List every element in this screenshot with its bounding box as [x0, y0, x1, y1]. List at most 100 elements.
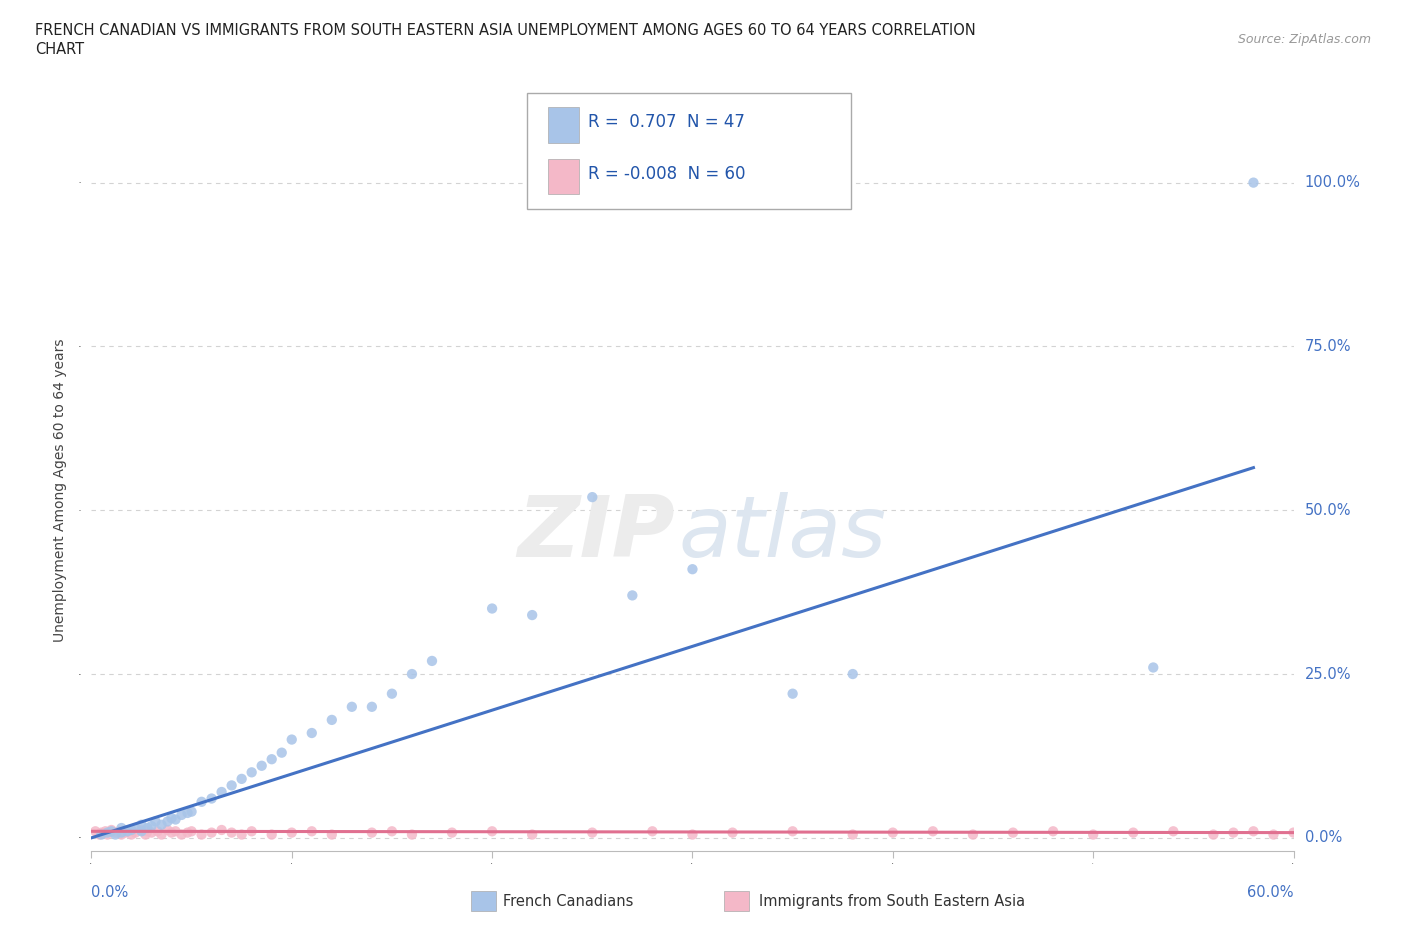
Point — [841, 667, 863, 682]
Point — [1042, 824, 1064, 839]
Point — [321, 827, 343, 842]
Point — [1243, 824, 1265, 839]
Point — [1001, 825, 1024, 840]
Point — [176, 825, 198, 840]
Point — [170, 827, 193, 842]
Text: atlas: atlas — [679, 492, 887, 576]
Point — [522, 827, 544, 842]
Point — [420, 654, 443, 669]
Point — [131, 822, 153, 837]
Point — [240, 764, 263, 779]
Point — [117, 824, 139, 839]
Point — [360, 699, 382, 714]
Point — [1083, 827, 1105, 842]
Point — [481, 601, 503, 616]
Y-axis label: Unemployment Among Ages 60 to 64 years: Unemployment Among Ages 60 to 64 years — [53, 339, 67, 643]
Text: 0.0%: 0.0% — [1305, 830, 1341, 845]
Point — [401, 667, 423, 682]
Point — [1202, 827, 1225, 842]
Point — [281, 732, 304, 747]
Point — [270, 745, 292, 760]
Point — [84, 824, 107, 839]
Point — [581, 825, 603, 840]
Text: Source: ZipAtlas.com: Source: ZipAtlas.com — [1237, 33, 1371, 46]
Point — [190, 827, 212, 842]
Text: ZIP: ZIP — [517, 492, 675, 576]
Point — [104, 825, 127, 840]
Point — [1243, 175, 1265, 190]
Point — [165, 812, 187, 827]
Point — [108, 824, 131, 839]
Text: 0.0%: 0.0% — [91, 885, 128, 900]
Point — [160, 811, 183, 826]
Point — [131, 817, 153, 832]
Text: R =  0.707  N = 47: R = 0.707 N = 47 — [588, 113, 745, 131]
Point — [211, 822, 233, 837]
Point — [89, 827, 111, 842]
Point — [211, 785, 233, 800]
Text: 50.0%: 50.0% — [1305, 503, 1351, 518]
Point — [121, 827, 143, 842]
Point — [681, 827, 703, 842]
Point — [146, 824, 169, 839]
Point — [124, 820, 146, 835]
Text: 75.0%: 75.0% — [1305, 339, 1351, 354]
Point — [962, 827, 984, 842]
Point — [340, 699, 363, 714]
Point — [110, 820, 132, 835]
Point — [124, 825, 146, 840]
Text: 100.0%: 100.0% — [1305, 175, 1361, 190]
Point — [260, 751, 283, 766]
Point — [381, 824, 404, 839]
Point — [145, 814, 167, 829]
Point — [1122, 825, 1144, 840]
Point — [141, 825, 163, 840]
Point — [165, 824, 187, 839]
Point — [131, 824, 153, 839]
Point — [401, 827, 423, 842]
Point — [782, 686, 804, 701]
Point — [221, 825, 243, 840]
Point — [180, 824, 202, 839]
Point — [156, 814, 179, 829]
Point — [301, 824, 323, 839]
Point — [281, 825, 304, 840]
Point — [100, 822, 122, 837]
Point — [481, 824, 503, 839]
Point — [150, 827, 173, 842]
Point — [134, 827, 156, 842]
Point — [681, 562, 703, 577]
Point — [381, 686, 404, 701]
Point — [96, 827, 118, 842]
Point — [1222, 825, 1244, 840]
Point — [96, 825, 118, 840]
Point — [141, 818, 163, 833]
Point — [321, 712, 343, 727]
Point — [581, 490, 603, 505]
Point — [231, 772, 253, 787]
Point — [1263, 827, 1285, 842]
Point — [150, 817, 173, 832]
Point — [231, 827, 253, 842]
Text: R = -0.008  N = 60: R = -0.008 N = 60 — [588, 165, 745, 182]
Point — [160, 825, 183, 840]
Point — [190, 794, 212, 809]
Point — [522, 607, 544, 622]
Point — [301, 725, 323, 740]
Point — [721, 825, 744, 840]
Point — [114, 825, 136, 840]
Point — [136, 820, 159, 835]
Point — [621, 588, 644, 603]
Point — [1163, 824, 1185, 839]
Point — [180, 804, 202, 819]
Text: CHART: CHART — [35, 42, 84, 57]
Point — [176, 805, 198, 820]
Point — [250, 758, 273, 773]
Point — [90, 825, 112, 840]
Point — [170, 807, 193, 822]
Point — [782, 824, 804, 839]
Point — [136, 824, 159, 839]
Point — [201, 791, 224, 806]
Point — [922, 824, 945, 839]
Point — [221, 778, 243, 793]
